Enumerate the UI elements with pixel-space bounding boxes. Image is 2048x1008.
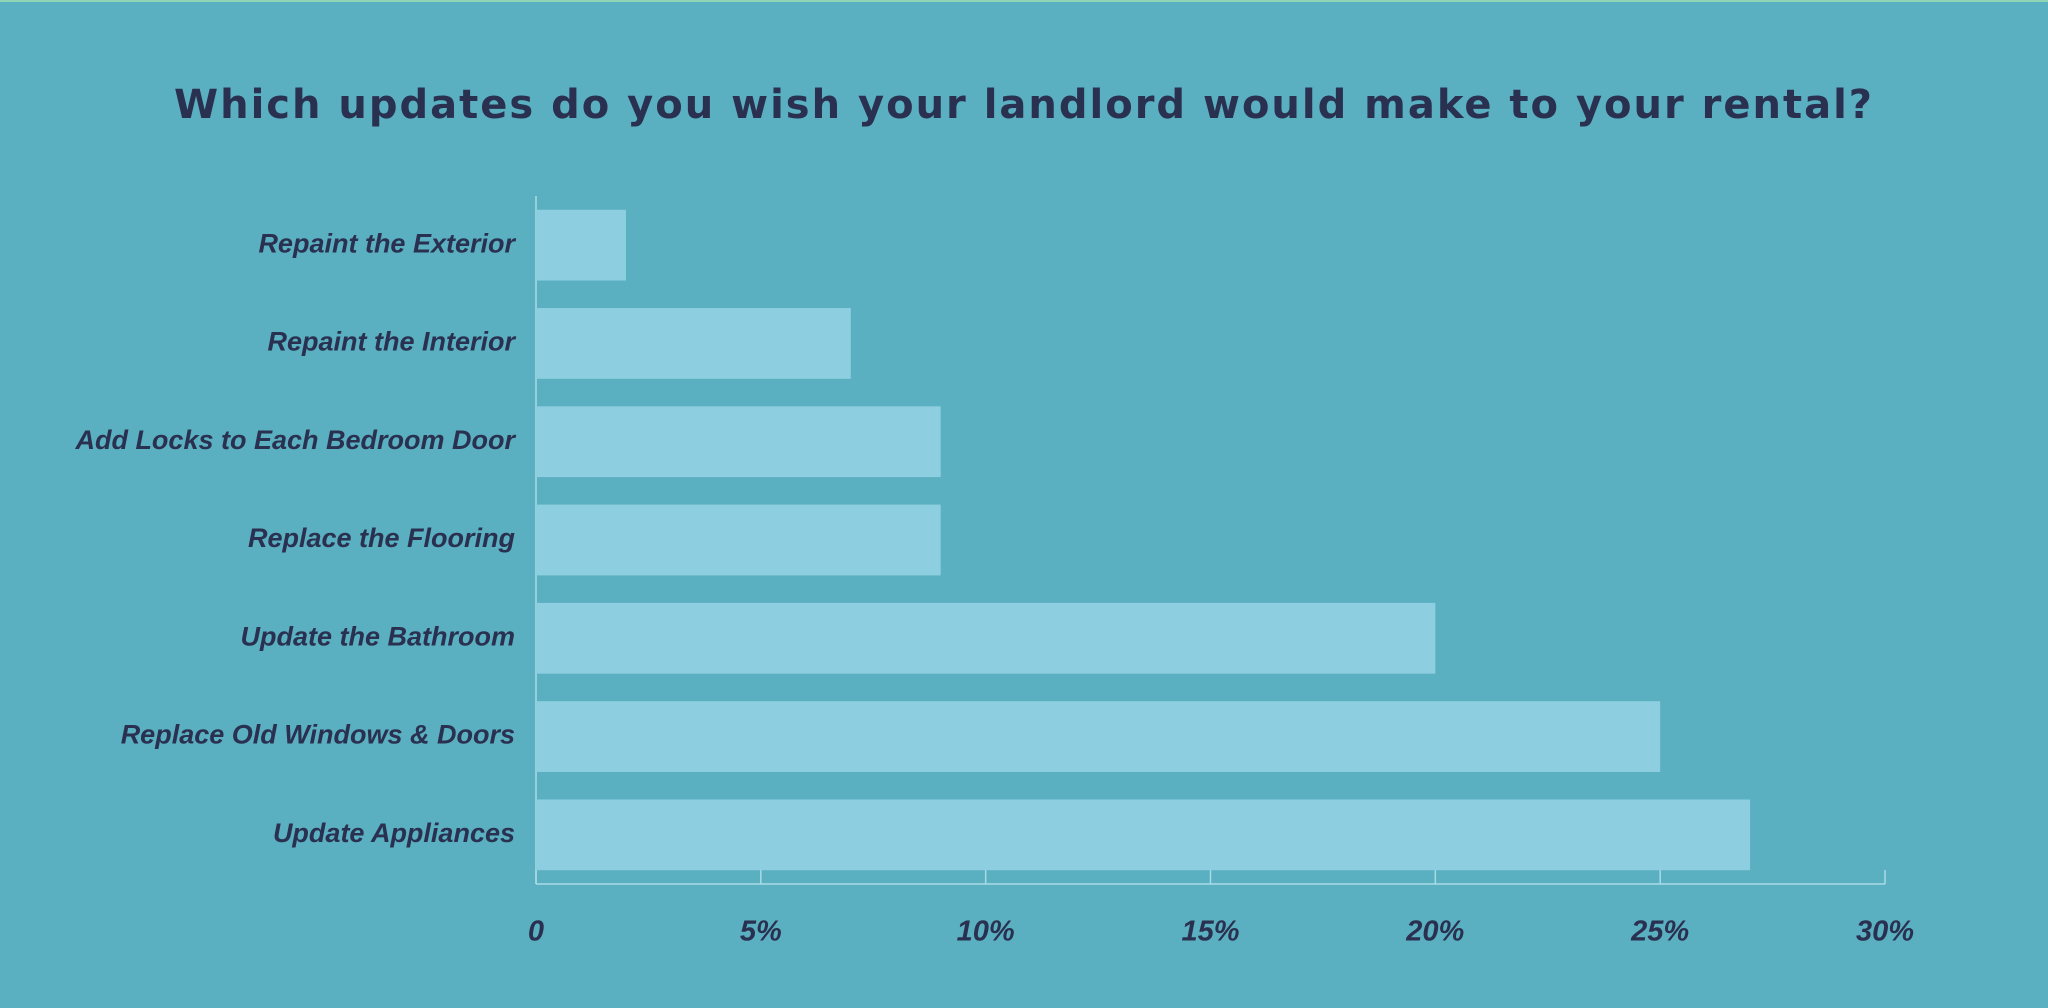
bar [536, 209, 626, 281]
chart-title: Which updates do you wish your landlord … [174, 82, 1874, 128]
y-tick-label: Add Locks to Each Bedroom Door [74, 425, 516, 455]
y-tick-label: Repaint the Exterior [258, 228, 516, 258]
y-tick-label: Update Appliances [273, 818, 515, 848]
bar [536, 799, 1751, 871]
y-tick-label: Update the Bathroom [240, 621, 515, 651]
x-tick-label: 10% [957, 916, 1015, 948]
x-tick-label: 0 [528, 916, 544, 948]
y-tick-label: Replace the Flooring [248, 523, 516, 553]
x-tick-label: 30% [1856, 916, 1914, 948]
x-tick-label: 20% [1405, 916, 1464, 948]
bar [536, 504, 941, 576]
y-tick-label: Repaint the Interior [267, 327, 516, 357]
y-tick-label: Replace Old Windows & Doors [121, 720, 515, 750]
x-tick-label: 25% [1630, 916, 1689, 948]
bar [536, 602, 1436, 674]
x-tick-label: 15% [1181, 916, 1239, 948]
bar [536, 406, 941, 478]
bar [536, 308, 851, 379]
bar [536, 701, 1661, 772]
top-border [0, 0, 2048, 2]
x-tick-label: 5% [740, 916, 782, 948]
